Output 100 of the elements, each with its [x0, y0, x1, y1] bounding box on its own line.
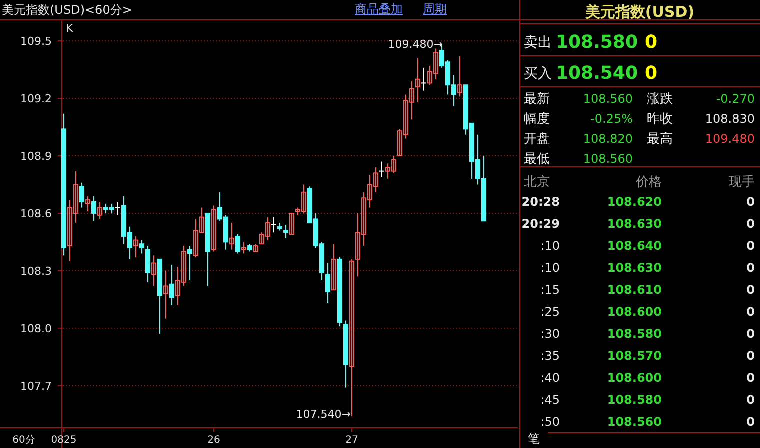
text: 108.820 — [583, 132, 633, 146]
text: 最低 — [524, 152, 550, 167]
text: 108.560 — [583, 152, 633, 166]
candlestick — [80, 182, 84, 208]
candlestick — [170, 264, 174, 306]
text: 0 — [746, 393, 755, 407]
candlestick — [379, 161, 385, 178]
text: 0 — [645, 63, 658, 84]
text: -0.270 — [716, 92, 755, 106]
y-tick-label: 108.6 — [20, 207, 52, 220]
candlestick — [115, 201, 121, 216]
text: 108.560 — [607, 415, 662, 429]
text: 108.560 — [583, 92, 633, 106]
text: 0 — [746, 195, 755, 209]
text: 108.640 — [607, 239, 662, 253]
text: 20:28 — [522, 195, 560, 209]
candlestick — [146, 246, 150, 283]
candlestick — [92, 196, 96, 222]
annotation: K — [66, 22, 74, 35]
text: :50 — [540, 415, 560, 429]
text: 最新 — [524, 92, 550, 107]
text: :35 — [540, 349, 560, 363]
text: 108.630 — [607, 261, 662, 275]
y-tick-label: 108.0 — [20, 322, 52, 336]
text: 买入 — [524, 66, 552, 82]
text: 108.580 — [607, 393, 662, 407]
text: :40 — [540, 371, 560, 385]
text: 108.570 — [607, 349, 662, 363]
text: 0 — [746, 261, 755, 275]
text: 0 — [746, 415, 755, 429]
candlestick — [188, 246, 192, 282]
text: 0 — [746, 349, 755, 363]
text: 美元指数(USD) — [584, 3, 695, 21]
candlestick — [230, 222, 234, 250]
text: :25 — [540, 305, 560, 319]
text: 卖出 — [524, 35, 552, 51]
text: 60分 — [12, 434, 36, 446]
text: 北京 — [524, 175, 550, 190]
candlestick — [242, 242, 246, 254]
text: 108.600 — [607, 371, 662, 385]
annotation: 107.540→ — [296, 408, 351, 421]
y-tick-label: 107.7 — [20, 380, 52, 393]
text: 108.540 — [556, 63, 638, 84]
y-tick-label: 109.5 — [20, 35, 52, 48]
text: 周期 — [423, 2, 447, 16]
text: 0 — [746, 327, 755, 341]
text: -0.25% — [590, 112, 633, 126]
candlestick — [236, 234, 240, 254]
text: 109.480 — [705, 132, 755, 146]
text: :30 — [540, 327, 560, 341]
candlestick — [421, 67, 427, 92]
text: 0 — [746, 217, 755, 231]
y-tick-label: 109.2 — [20, 92, 52, 106]
text: 20:29 — [522, 217, 560, 231]
x-tick-label: 26 — [208, 435, 220, 446]
text: 108.580 — [607, 327, 662, 341]
candlestick — [416, 58, 420, 103]
text: 价格 — [635, 175, 662, 190]
text: 幅度 — [524, 111, 550, 127]
text: 0 — [746, 239, 755, 253]
text: 昨收 — [647, 112, 673, 127]
text: 涨跌 — [647, 92, 673, 107]
text: :10 — [540, 239, 560, 253]
candlestick — [350, 258, 354, 418]
text: 0 — [746, 305, 755, 319]
text: 108.610 — [607, 283, 662, 297]
text: :10 — [540, 261, 560, 275]
text: 108.830 — [705, 112, 755, 126]
candlestick — [290, 212, 294, 236]
text: 108.600 — [607, 305, 662, 319]
candlestick — [332, 244, 336, 291]
text: 笔 — [528, 432, 540, 446]
text: :45 — [540, 393, 560, 407]
text: 0 — [645, 32, 658, 53]
text: 108.630 — [607, 217, 662, 231]
chart-title: 美元指数(USD)<60分> — [2, 3, 132, 17]
candlestick — [458, 56, 462, 98]
candlestick — [134, 236, 138, 258]
y-tick-label: 108.3 — [20, 264, 52, 278]
text: 0 — [746, 371, 755, 385]
text: 108.580 — [556, 32, 638, 53]
candlestick — [86, 196, 90, 212]
candlestick — [326, 262, 330, 304]
candlestick — [140, 240, 144, 254]
text: 0 — [746, 283, 755, 297]
text: 最高 — [647, 131, 673, 147]
text: :15 — [540, 283, 560, 297]
text: 开盘 — [524, 132, 550, 147]
annotation: 109.480→ — [388, 38, 443, 51]
y-tick-label: 108.9 — [20, 150, 52, 163]
candlestick — [98, 201, 102, 220]
x-tick-label: 27 — [346, 435, 358, 446]
candlestick — [271, 216, 277, 234]
candlestick — [152, 255, 156, 287]
text: 108.620 — [607, 195, 662, 209]
candlestick — [212, 205, 216, 252]
candlestick — [164, 270, 168, 320]
text: 现手 — [729, 175, 755, 190]
text: 商品叠加 — [355, 2, 403, 16]
candlestick — [284, 224, 288, 239]
